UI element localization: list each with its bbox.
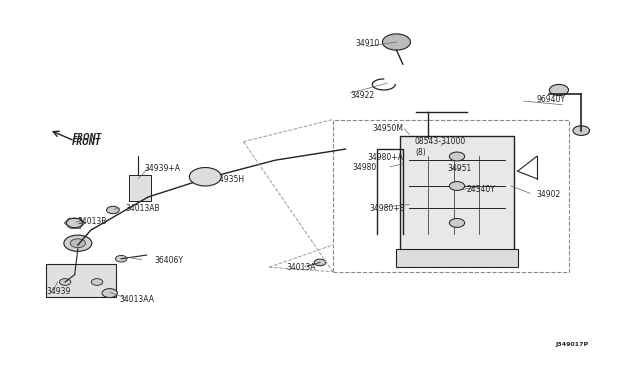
Text: 34980+B: 34980+B xyxy=(370,203,406,213)
Bar xyxy=(396,249,518,267)
Bar xyxy=(46,263,116,297)
Text: 96940Y: 96940Y xyxy=(537,95,566,104)
Circle shape xyxy=(92,279,102,285)
Circle shape xyxy=(573,126,589,135)
Circle shape xyxy=(449,218,465,227)
Circle shape xyxy=(383,34,410,50)
Text: 34922: 34922 xyxy=(351,91,374,100)
Bar xyxy=(129,175,151,201)
Text: 34902: 34902 xyxy=(537,190,561,199)
Text: 08543-31000: 08543-31000 xyxy=(414,137,465,146)
Text: (8): (8) xyxy=(415,148,426,157)
Text: 34950M: 34950M xyxy=(373,124,404,133)
Circle shape xyxy=(64,235,92,251)
Text: 34013B: 34013B xyxy=(78,217,108,225)
Text: FRONT: FRONT xyxy=(73,133,102,142)
Text: 34935H: 34935H xyxy=(215,175,245,184)
Text: FRONT: FRONT xyxy=(72,138,100,147)
Text: 24340Y: 24340Y xyxy=(467,185,495,194)
Text: 34951: 34951 xyxy=(447,164,472,173)
Circle shape xyxy=(314,259,326,266)
Text: 34013A: 34013A xyxy=(287,263,316,272)
Circle shape xyxy=(449,152,465,161)
Circle shape xyxy=(549,84,568,96)
Circle shape xyxy=(115,256,127,262)
Text: 34013AA: 34013AA xyxy=(119,295,154,304)
Text: J349017P: J349017P xyxy=(556,342,589,347)
Circle shape xyxy=(102,289,117,298)
Text: 34910: 34910 xyxy=(355,39,380,48)
Bar xyxy=(333,119,568,272)
Circle shape xyxy=(60,279,71,285)
Text: 34013AB: 34013AB xyxy=(125,204,159,214)
Text: 34980: 34980 xyxy=(353,163,377,172)
Text: 34939+A: 34939+A xyxy=(145,164,180,173)
Text: 34939: 34939 xyxy=(46,287,70,296)
Circle shape xyxy=(189,167,221,186)
FancyBboxPatch shape xyxy=(399,136,515,254)
Text: 34980+A: 34980+A xyxy=(368,153,404,162)
Circle shape xyxy=(449,182,465,190)
Circle shape xyxy=(106,206,119,214)
Circle shape xyxy=(70,239,86,248)
Text: 36406Y: 36406Y xyxy=(154,256,183,265)
Circle shape xyxy=(67,218,83,228)
